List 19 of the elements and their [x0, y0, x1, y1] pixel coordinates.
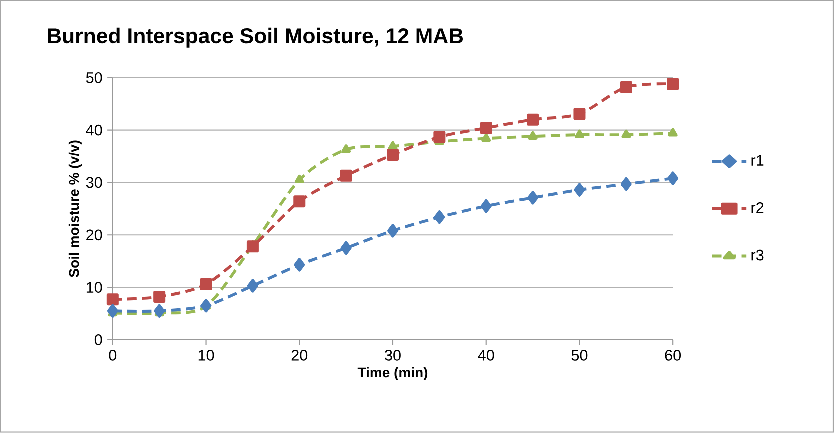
x-tick-label: 50	[572, 350, 588, 361]
x-tick-label: 60	[665, 350, 682, 361]
y-tick-label: 40	[86, 124, 102, 136]
x-tick-label: 30	[385, 350, 401, 361]
y-tick-label: 50	[86, 72, 102, 84]
y-tick-label: 20	[86, 230, 102, 241]
chart-title: Burned Interspace Soil Moisture, 12 MAB	[48, 28, 464, 48]
y-axis-title: Soil moisture % (v/v)	[68, 140, 82, 278]
legend-label: r2	[752, 202, 764, 214]
y-tick-label: 0	[94, 334, 102, 346]
x-tick-label: 20	[292, 350, 308, 361]
y-tick-label: 10	[86, 282, 102, 294]
y-tick-label: 30	[86, 177, 102, 188]
x-tick-label: 0	[109, 350, 117, 361]
x-axis-title: Time (min)	[358, 367, 428, 380]
legend-label: r3	[752, 250, 764, 261]
x-tick-label: 40	[478, 350, 494, 361]
legend-label: r1	[752, 155, 764, 166]
x-tick-label: 10	[198, 350, 214, 361]
